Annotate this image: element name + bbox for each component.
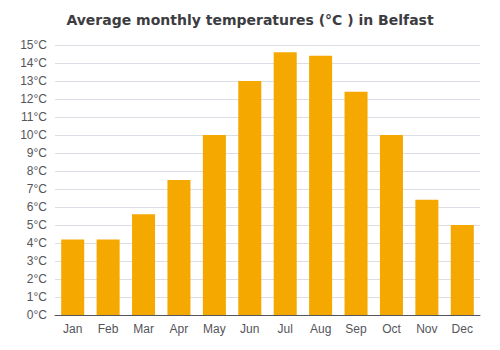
svg-text:5°C: 5°C	[27, 218, 47, 232]
svg-text:2°C: 2°C	[27, 272, 47, 286]
svg-text:Mar: Mar	[133, 322, 154, 336]
svg-text:15°C: 15°C	[20, 38, 47, 52]
svg-text:Jan: Jan	[63, 322, 82, 336]
svg-text:1°C: 1°C	[27, 290, 47, 304]
svg-text:6°C: 6°C	[27, 200, 47, 214]
svg-text:Sep: Sep	[345, 322, 367, 336]
svg-text:Jul: Jul	[278, 322, 293, 336]
svg-text:Jun: Jun	[240, 322, 259, 336]
svg-text:May: May	[203, 322, 226, 336]
svg-text:13°C: 13°C	[20, 74, 47, 88]
svg-text:12°C: 12°C	[20, 92, 47, 106]
svg-text:4°C: 4°C	[27, 236, 47, 250]
svg-text:Average monthly temperatures (: Average monthly temperatures (°C ) in Be…	[66, 12, 434, 28]
svg-text:Oct: Oct	[382, 322, 401, 336]
svg-text:3°C: 3°C	[27, 254, 47, 268]
svg-text:8°C: 8°C	[27, 164, 47, 178]
svg-text:0°C: 0°C	[27, 308, 47, 322]
svg-text:Feb: Feb	[98, 322, 119, 336]
svg-text:7°C: 7°C	[27, 182, 47, 196]
svg-text:Aug: Aug	[310, 322, 331, 336]
svg-text:Nov: Nov	[416, 322, 437, 336]
svg-text:14°C: 14°C	[20, 56, 47, 70]
svg-text:10°C: 10°C	[20, 128, 47, 142]
svg-text:11°C: 11°C	[21, 110, 47, 124]
svg-text:Dec: Dec	[452, 322, 473, 336]
svg-text:9°C: 9°C	[27, 146, 47, 160]
svg-text:Apr: Apr	[170, 322, 189, 336]
